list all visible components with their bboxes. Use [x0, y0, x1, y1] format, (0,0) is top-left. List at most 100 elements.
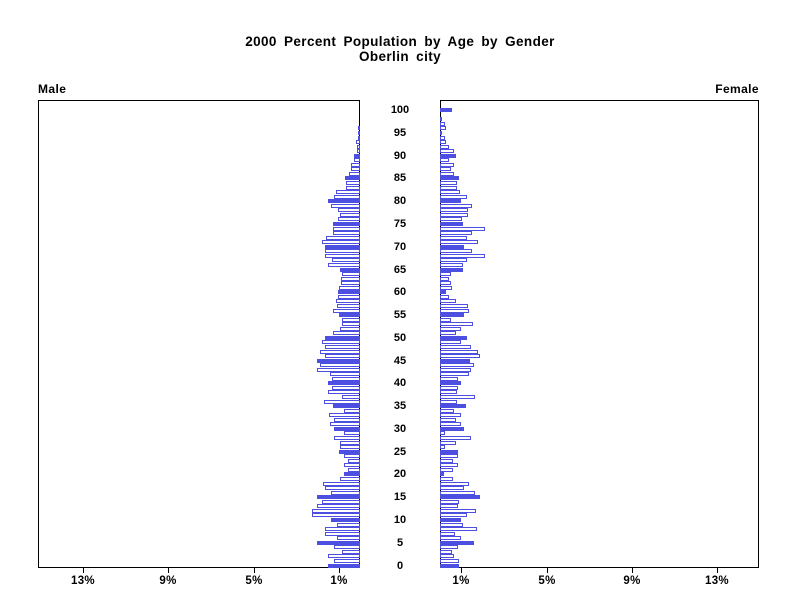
female-bar-age-91: [440, 149, 454, 153]
female-bar-age-42: [440, 372, 469, 376]
female-bar-age-2: [440, 554, 454, 558]
male-bar-age-12: [312, 509, 360, 513]
female-bar-age-84: [440, 181, 457, 185]
female-bar-age-70: [440, 245, 464, 249]
male-bar-age-69: [325, 249, 360, 253]
chart-title: 2000 Percent Population by Age by Gender: [245, 34, 555, 49]
male-bar-age-56: [333, 309, 360, 313]
female-bar-age-65: [440, 268, 463, 272]
male-panel-header: Male: [38, 82, 67, 96]
female-bar-age-87: [440, 167, 451, 171]
age-axis-label-85: 85: [393, 172, 407, 184]
female-bar-age-46: [440, 354, 480, 358]
female-bar-age-54: [440, 318, 451, 322]
female-bar-age-18: [440, 482, 469, 486]
male-bar-age-21: [348, 468, 360, 472]
female-bar-age-93: [440, 140, 446, 144]
male-bar-age-92: [357, 145, 360, 149]
male-bar-age-36: [324, 400, 360, 404]
x-axis-tick: [254, 568, 255, 573]
male-bar-age-20: [344, 472, 360, 476]
age-axis-label-35: 35: [393, 400, 407, 412]
male-bar-age-43: [317, 368, 360, 372]
female-bar-age-82: [440, 190, 460, 194]
female-bar-age-19: [440, 477, 453, 481]
female-bar-age-4: [440, 545, 458, 549]
male-bar-age-59: [338, 295, 360, 299]
age-axis-label-20: 20: [393, 468, 407, 480]
female-bar-age-43: [440, 368, 471, 372]
male-bar-age-17: [325, 486, 360, 490]
age-axis-label-30: 30: [393, 423, 407, 435]
male-bar-age-70: [325, 245, 360, 249]
female-bar-age-7: [440, 532, 455, 536]
male-bar-age-65: [340, 268, 360, 272]
male-bar-age-72: [326, 236, 360, 240]
female-bar-age-15: [440, 495, 480, 499]
female-panel-header: Female: [715, 82, 759, 96]
male-bar-age-73: [333, 231, 360, 235]
female-panel: [440, 100, 759, 568]
age-axis-label-65: 65: [393, 264, 407, 276]
female-bar-age-80: [440, 199, 461, 203]
male-bar-age-51: [333, 331, 360, 335]
female-bar-age-49: [440, 340, 461, 344]
female-bar-age-61: [440, 286, 452, 290]
male-bar-age-80: [328, 199, 360, 203]
age-axis-label-15: 15: [393, 491, 407, 503]
male-bar-age-18: [323, 482, 360, 486]
female-bar-age-36: [440, 400, 457, 404]
male-bar-age-15: [317, 495, 360, 499]
male-bar-age-29: [344, 431, 360, 435]
female-bar-age-8: [440, 527, 477, 531]
female-bar-age-24: [440, 454, 458, 458]
age-axis-label-90: 90: [393, 150, 407, 162]
female-bar-age-50: [440, 336, 467, 340]
male-bar-age-75: [333, 222, 360, 226]
female-bar-age-29: [440, 431, 445, 435]
female-bar-age-35: [440, 404, 466, 408]
female-bar-age-20: [440, 472, 444, 476]
female-bar-age-76: [440, 217, 462, 221]
female-bar-age-10: [440, 518, 461, 522]
female-bar-age-40: [440, 381, 461, 385]
male-bar-age-79: [331, 204, 360, 208]
male-bar-age-77: [340, 213, 360, 217]
x-axis-tick-label-1%: 1%: [330, 575, 348, 587]
female-bar-age-75: [440, 222, 463, 226]
female-bar-age-68: [440, 254, 485, 258]
male-bar-age-22: [344, 463, 360, 467]
male-bar-age-89: [354, 158, 360, 162]
female-bar-age-92: [440, 145, 449, 149]
female-bar-age-56: [440, 309, 469, 313]
age-axis-label-95: 95: [393, 127, 407, 139]
female-bar-age-98: [440, 117, 442, 121]
female-bar-age-95: [440, 131, 442, 135]
male-bar-age-84: [346, 181, 360, 185]
male-bar-age-61: [339, 286, 360, 290]
male-bar-age-26: [340, 445, 360, 449]
age-axis-label-10: 10: [393, 514, 407, 526]
female-bar-age-13: [440, 504, 458, 508]
female-bar-age-12: [440, 509, 476, 513]
female-bar-age-74: [440, 227, 485, 231]
male-bar-age-45: [317, 359, 360, 363]
male-bar-age-48: [325, 345, 360, 349]
male-bar-age-1: [334, 559, 360, 563]
female-bar-age-51: [440, 331, 456, 335]
x-axis-tick-label-5%: 5%: [538, 575, 556, 587]
female-bar-age-23: [440, 459, 453, 463]
male-bar-age-78: [338, 208, 360, 212]
female-bar-age-27: [440, 441, 456, 445]
x-axis-tick: [461, 568, 462, 573]
male-bar-age-67: [332, 258, 360, 262]
male-bar-age-49: [322, 340, 360, 344]
age-axis-label-60: 60: [393, 286, 407, 298]
female-bar-age-33: [440, 413, 461, 417]
male-bar-age-44: [320, 363, 360, 367]
female-bar-age-28: [440, 436, 471, 440]
age-axis-label-25: 25: [393, 446, 407, 458]
female-bar-age-14: [440, 500, 459, 504]
male-bar-age-53: [342, 322, 360, 326]
female-bar-age-39: [440, 386, 458, 390]
